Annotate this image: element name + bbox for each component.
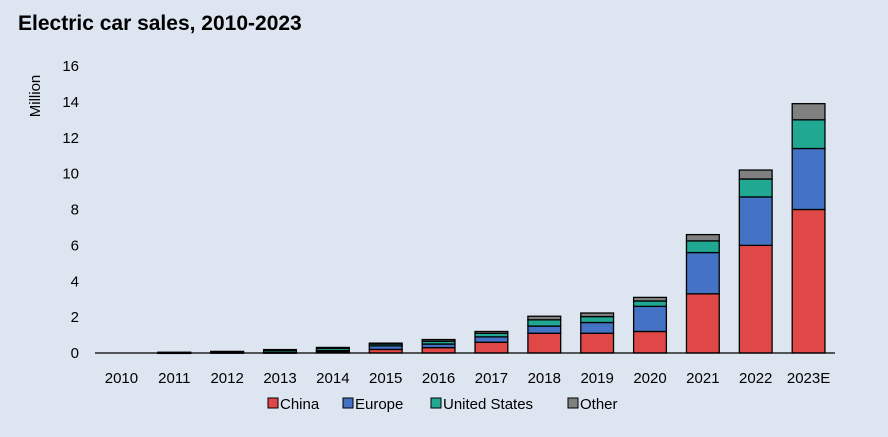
bar-china-2021 <box>685 293 720 354</box>
legend-swatch-china <box>267 397 279 409</box>
x-tick-label: 2022 <box>739 370 772 387</box>
bar-other-2020 <box>632 296 668 302</box>
x-tick-label: 2012 <box>210 370 243 387</box>
legend: China Europe United States Other <box>267 396 618 413</box>
legend-label-other: Other <box>580 396 618 413</box>
bar-other-2012 <box>210 350 245 353</box>
x-tick-label: 2011 <box>158 370 190 387</box>
bar-china-2018 <box>527 332 562 354</box>
bar-other-2013 <box>262 348 298 351</box>
y-tick-label: 4 <box>71 273 79 290</box>
y-axis-label: Million <box>27 75 44 118</box>
bar-europe-2018 <box>527 325 562 334</box>
x-tick-label: 2020 <box>633 370 666 387</box>
x-tick-label: 2021 <box>686 370 719 387</box>
bar-united-states-2018 <box>527 319 562 327</box>
bar-other-2014 <box>315 346 350 349</box>
x-tick-label: 2013 <box>263 370 296 387</box>
bar-united-states-2023e <box>791 119 826 150</box>
x-tick-label: 2023E <box>787 370 830 387</box>
bar-other-2019 <box>580 312 615 318</box>
bar-china-2023e <box>791 208 826 354</box>
legend-swatch-other <box>567 397 579 409</box>
chart-title: Electric car sales, 2010-2023 <box>18 12 302 35</box>
bar-other-2022 <box>738 169 773 180</box>
legend-swatch-europe <box>342 397 354 409</box>
legend-label-united-states: United States <box>443 396 533 413</box>
bar-other-2017 <box>474 330 509 334</box>
bar-united-states-2019 <box>580 315 615 324</box>
bar-europe-2022 <box>738 196 773 247</box>
x-tick-label: 2010 <box>105 370 138 387</box>
bar-other-2015 <box>368 342 403 345</box>
bar-europe-2023e <box>791 147 826 211</box>
y-tick-label: 6 <box>71 237 79 254</box>
y-tick-label: 14 <box>62 94 79 111</box>
bar-united-states-2021 <box>685 240 720 254</box>
bar-china-2020 <box>632 330 668 354</box>
x-tick-label: 2018 <box>528 370 561 387</box>
x-tick-label: 2016 <box>422 370 455 387</box>
x-tick-label: 2017 <box>475 370 508 387</box>
bars-group <box>157 103 826 355</box>
bar-china-2022 <box>738 244 773 354</box>
bar-united-states-2022 <box>738 178 773 198</box>
legend-label-china: China <box>280 396 320 413</box>
bar-united-states-2020 <box>632 300 668 308</box>
bar-other-2016 <box>421 338 456 342</box>
x-tick-label: 2014 <box>316 370 349 387</box>
y-tick-label: 8 <box>71 202 79 219</box>
bar-china-2019 <box>580 332 615 354</box>
bar-other-2018 <box>527 315 562 321</box>
y-tick-label: 16 <box>62 58 79 75</box>
legend-swatch-united-states <box>430 397 442 409</box>
y-tick-label: 0 <box>71 345 79 362</box>
bar-china-2016 <box>421 346 456 354</box>
y-tick-label: 10 <box>62 166 79 183</box>
x-tick-label: 2015 <box>369 370 402 387</box>
bar-europe-2021 <box>685 251 720 295</box>
legend-label-europe: Europe <box>355 396 403 413</box>
bar-europe-2019 <box>580 321 615 334</box>
bar-other-2023e <box>791 103 826 121</box>
y-tick-label: 2 <box>71 309 79 326</box>
bar-other-2021 <box>685 233 720 242</box>
bar-europe-2020 <box>632 305 668 333</box>
axes-group: 2010 2011 2012 2013 2014 2015 2016 2017 2018 2019… <box>27 58 835 387</box>
y-tick-label: 12 <box>62 130 79 147</box>
x-tick-label: 2019 <box>580 370 613 387</box>
bar-china-2017 <box>474 341 509 354</box>
bar-europe-2017 <box>474 336 509 343</box>
